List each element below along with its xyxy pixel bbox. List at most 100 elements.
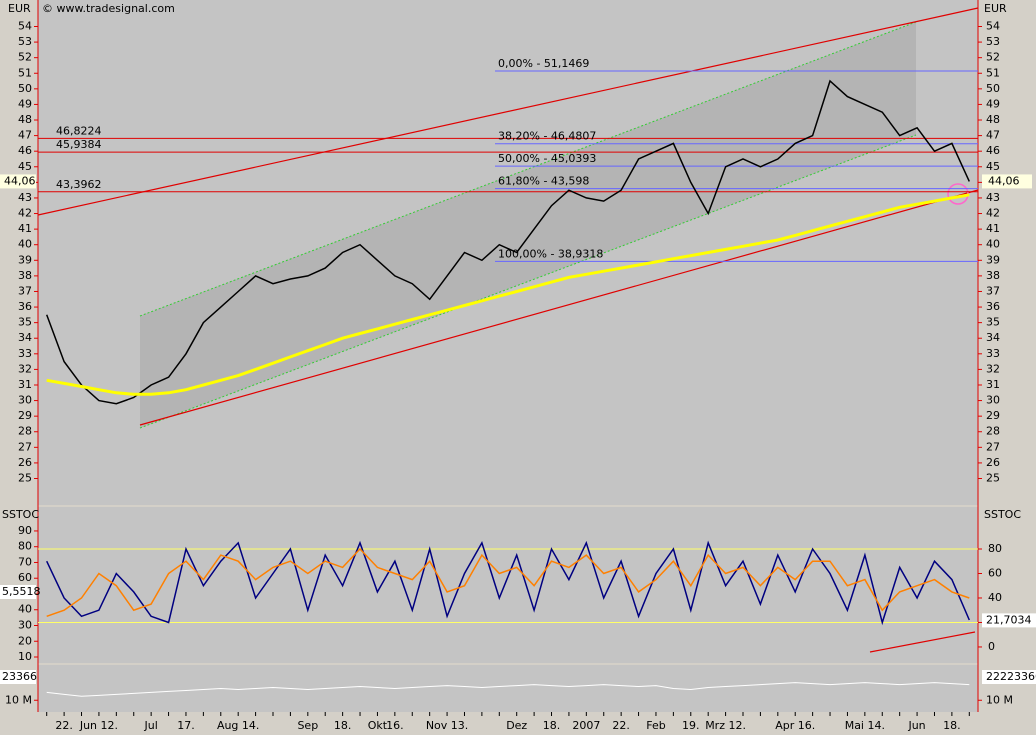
x-tick-label: Feb [646,719,665,732]
y-tick-label: 50 [18,82,32,95]
y-tick-label: 49 [986,97,1000,110]
fib-label: 61,80% - 43,598 [498,175,589,188]
y-tick-label: 45 [986,160,1000,173]
x-tick-label: 22. [612,719,630,732]
y-tick-label: 27 [18,440,32,453]
value-label: 21,7034 [986,613,1032,626]
y-tick-label: 10 M [986,693,1013,706]
y-tick-label: 10 [18,650,32,663]
level-label: 43,3962 [56,178,102,191]
y-tick-label: 39 [18,253,32,266]
y-tick-label: 46 [986,144,1000,157]
watermark: © www.tradesignal.com [42,2,175,15]
x-tick-label: Jun [907,719,925,732]
y-tick-label: 35 [18,316,32,329]
level-label: 45,9384 [56,138,102,151]
value-label: 5,5518 [2,585,41,598]
last-value-box [0,174,36,189]
stoch-panel [38,507,978,663]
x-tick-label: 18. [334,719,352,732]
y-tick-label: 26 [18,456,32,469]
level-label: 46,8224 [56,124,102,137]
last-value-box [982,174,1032,189]
trend-line [37,7,979,216]
y-tick-label: 25 [986,472,1000,485]
y-tick-label: 54 [986,19,1000,32]
panel-title: SSTOC [984,508,1021,521]
y-tick-label: 47 [18,129,32,142]
y-tick-label: 38 [18,269,32,282]
value-box [0,585,36,599]
y-tick-label: 43 [18,191,32,204]
y-tick-label: 39 [986,253,1000,266]
x-tick-label: 19. [682,719,700,732]
fib-label: 50,00% - 45,0393 [498,152,596,165]
y-tick-label: 33 [986,347,1000,360]
y2-tick-label: 40 [988,591,1002,604]
volume-panel [38,665,978,712]
x-tick-label: Apr 16. [775,719,815,732]
y-tick-label: 28 [986,425,1000,438]
y-tick-label: 27 [986,440,1000,453]
value-box [982,613,1036,628]
y-tick-label: 70 [18,555,32,568]
value-label: 22223366 [986,670,1036,683]
y-tick-label: 26 [986,456,1000,469]
y-tick-label: 36 [986,300,1000,313]
y-tick-label: 41 [18,222,32,235]
y-tick-label: 30 [986,394,1000,407]
y-tick-label: 40 [986,238,1000,251]
x-tick-label: 2007 [572,719,600,732]
y-tick-label: 53 [986,35,1000,48]
y-tick-label: 52 [986,51,1000,64]
value-box [0,670,36,684]
y-label: EUR [8,2,31,15]
y-tick-label: 90 [18,524,32,537]
y-tick-label: 31 [986,378,1000,391]
y-tick-label: 51 [986,66,1000,79]
y-tick-label: 47 [986,129,1000,142]
y-tick-label: 20 [18,634,32,647]
x-tick-label: Aug 14. [217,719,259,732]
x-tick-label: Jul [144,719,158,732]
y-tick-label: 28 [18,425,32,438]
x-tick-label: Mrz 12. [705,719,746,732]
y-tick-label: 42 [986,207,1000,220]
panel-title: SSTOC [2,508,39,521]
fib-label: 0,00% - 51,1469 [498,57,589,70]
y-tick-label: 54 [18,19,32,32]
y-tick-label: 50 [986,82,1000,95]
x-tick-label: 22. [55,719,73,732]
y-tick-label: 49 [18,97,32,110]
plot-layer: 25 25 26 26 27 27 28 28 29 29 30 30 31 31 32 32 33 33 34 34… [0,19,1036,732]
x-tick-label: 18. [543,719,561,732]
fib-label: 38,20% - 46,4807 [498,130,596,143]
x-tick-label: 17. [177,719,195,732]
trend-line [139,189,979,426]
y-tick-label: 40 [18,603,32,616]
y-tick-label: 48 [18,113,32,126]
y-tick-label: 80 [18,540,32,553]
y-tick-label: 34 [18,331,32,344]
x-tick-label: Sep [297,719,318,732]
y-tick-label: 52 [18,51,32,64]
y-tick-label: 30 [18,618,32,631]
y-label: EUR [984,2,1007,15]
y-tick-label: 10 M [5,693,32,706]
data-line [46,682,970,697]
y-tick-label: 45 [18,160,32,173]
y-tick-label: 32 [18,362,32,375]
channel [140,22,916,428]
y-tick-label: 29 [18,409,32,422]
y2-tick-label: 60 [988,566,1002,579]
x-tick-label: 16. [386,719,404,732]
y-tick-label: 53 [18,35,32,48]
y-tick-label: 31 [18,378,32,391]
y-tick-label: 34 [986,331,1000,344]
trend-line [869,631,976,653]
x-tick-label: Jun 12. [79,719,118,732]
y-tick-label: 46 [18,144,32,157]
y-tick-label: 40 [18,238,32,251]
series-line [46,540,970,626]
y2-tick-label: 80 [988,542,1002,555]
